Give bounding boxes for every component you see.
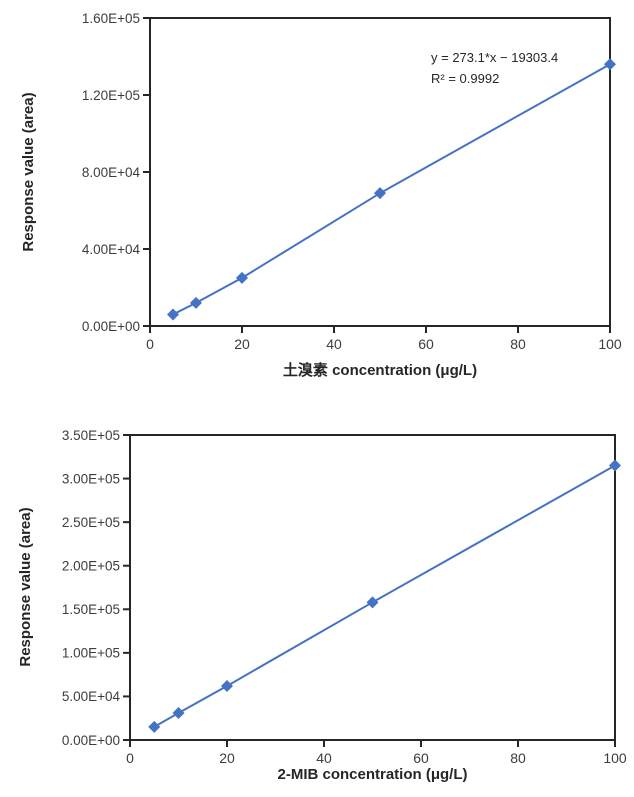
data-point-marker <box>221 679 233 692</box>
data-point-marker <box>236 271 248 284</box>
y-tick-label: 1.00E+05 <box>62 646 120 661</box>
y-axis-title-geosmin: Response value (area) <box>20 92 37 252</box>
y-tick-label: 3.50E+05 <box>62 428 120 443</box>
data-point-marker <box>167 308 179 321</box>
data-point-marker <box>374 187 386 200</box>
x-tick-label: 0 <box>146 336 154 352</box>
x-tick-label: 80 <box>510 750 526 766</box>
y-tick-label: 1.60E+05 <box>82 11 140 26</box>
chart-plot-1: 0.00E+00 5.00E+04 1.00E+05 1.50E+05 2.00E+05… <box>62 428 627 766</box>
x-tick-label: 20 <box>234 336 250 352</box>
x-tick-label: 100 <box>598 336 622 352</box>
y-tick-label: 2.50E+05 <box>62 515 120 530</box>
plot-border <box>129 434 616 741</box>
data-point-marker <box>366 596 379 609</box>
x-tick-label: 80 <box>510 336 526 352</box>
x-axis-title-2mib: 2-MIB concentration (μg/L) <box>277 766 468 783</box>
y-tick-label: 4.00E+04 <box>82 242 141 257</box>
x-tick-label: 40 <box>326 336 342 352</box>
x-tick-label: 0 <box>126 750 134 766</box>
trendline-equation: y = 273.1*x − 19303.4 <box>431 50 559 65</box>
trendline-r-squared: R² = 0.9992 <box>431 71 500 86</box>
y-tick-label: 0.00E+00 <box>82 319 140 334</box>
y-tick-label: 1.50E+05 <box>62 602 120 617</box>
y-tick-label: 5.00E+04 <box>62 689 121 704</box>
y-tick-label: 3.00E+05 <box>62 471 120 486</box>
x-tick-label: 40 <box>316 750 332 766</box>
x-tick-label: 100 <box>603 750 627 766</box>
data-point-marker <box>190 296 202 309</box>
x-tick-label: 20 <box>219 750 235 766</box>
data-point-marker <box>609 459 621 472</box>
data-point-marker <box>172 706 185 719</box>
data-point-marker <box>148 720 161 733</box>
trendline-annotation: y = 273.1*x − 19303.4 R² = 0.9992 <box>431 47 558 89</box>
y-axis-title-2mib: Response value (area) <box>17 507 34 667</box>
y-tick-label: 8.00E+04 <box>82 165 141 180</box>
data-point-marker <box>604 58 616 71</box>
x-axis-title-geosmin: 土溴素 concentration (μg/L) <box>282 362 478 379</box>
y-tick-label: 1.20E+05 <box>82 88 140 103</box>
x-tick-label: 60 <box>413 750 429 766</box>
chart-plot-0: 0.00E+00 4.00E+04 8.00E+04 1.20E+05 1.60E+05… <box>82 11 622 352</box>
x-tick-label: 60 <box>418 336 434 352</box>
y-tick-label: 0.00E+00 <box>62 733 120 748</box>
y-tick-label: 2.00E+05 <box>62 559 120 574</box>
